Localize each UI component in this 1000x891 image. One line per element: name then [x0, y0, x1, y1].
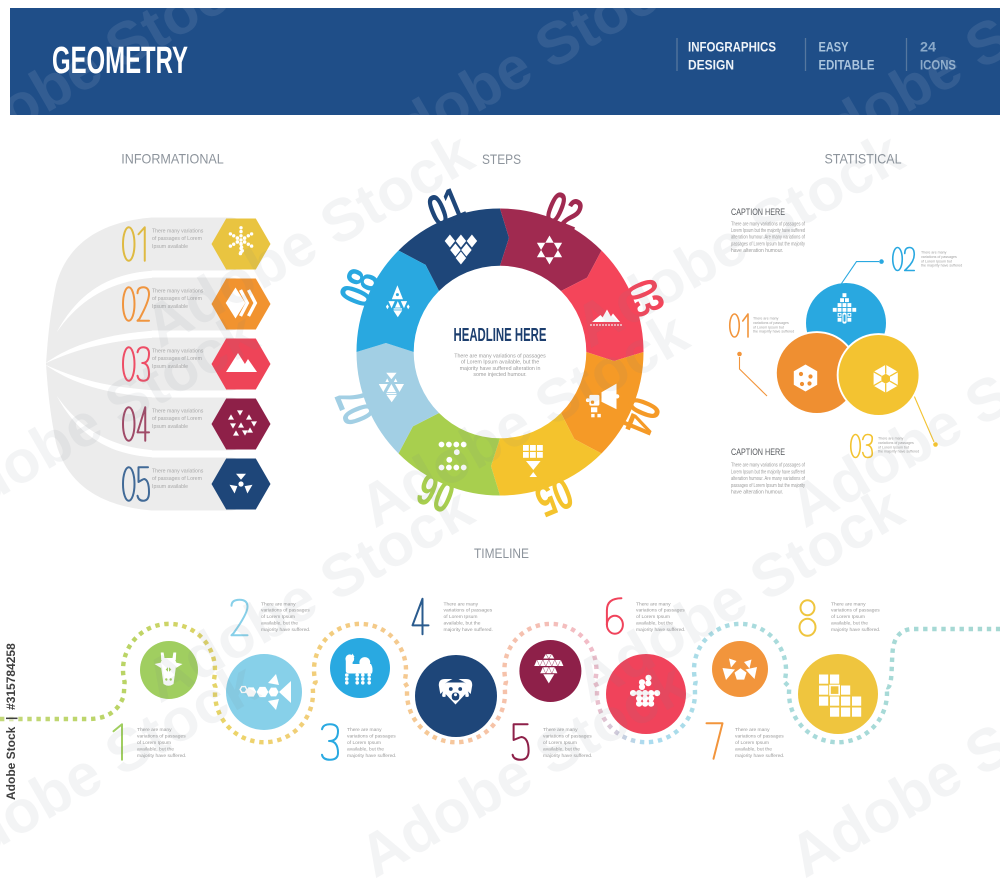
svg-text:variations of passages: variations of passages	[636, 608, 685, 614]
svg-text:of passages of Lorem: of passages of Lorem	[152, 236, 202, 242]
svg-text:majority have suffered.: majority have suffered.	[636, 627, 685, 633]
svg-text:majority have suffered.: majority have suffered.	[137, 753, 186, 759]
svg-text:the majority have suffered: the majority have suffered	[878, 450, 919, 454]
svg-text:variations of passages: variations of passages	[347, 734, 396, 740]
svg-text:There are many: There are many	[261, 601, 296, 607]
svg-text:have alteration humour.: have alteration humour.	[731, 248, 783, 254]
svg-text:variations of passages: variations of passages	[543, 734, 592, 740]
svg-text:variations of passages: variations of passages	[921, 255, 957, 259]
svg-text:majority have suffered alterat: majority have suffered alteration in	[460, 366, 541, 372]
svg-text:passages of Lorem Ipsum but th: passages of Lorem Ipsum but the majority	[731, 241, 805, 247]
svg-text:Ipsum available: Ipsum available	[152, 424, 188, 430]
svg-text:Ipsum available: Ipsum available	[152, 484, 188, 490]
svg-text:of Lorem Ipsum: of Lorem Ipsum	[261, 614, 295, 620]
svg-text:There are many: There are many	[636, 601, 671, 607]
svg-text:STATISTICAL: STATISTICAL	[825, 151, 902, 167]
svg-text:of passages of Lorem: of passages of Lorem	[152, 296, 202, 302]
svg-text:of Lorem Ipsum but: of Lorem Ipsum but	[921, 259, 952, 263]
svg-text:CAPTION HERE: CAPTION HERE	[731, 447, 785, 458]
svg-text:Ipsum available: Ipsum available	[152, 304, 188, 310]
svg-text:CAPTION HERE: CAPTION HERE	[731, 207, 785, 218]
svg-text:of Lorem Ipsum available, but: of Lorem Ipsum available, but the	[461, 360, 539, 366]
svg-text:have alteration humour.: have alteration humour.	[731, 490, 783, 496]
svg-text:There many variations: There many variations	[152, 289, 204, 295]
svg-text:the majority have suffered: the majority have suffered	[921, 264, 962, 268]
svg-text:majority have suffered.: majority have suffered.	[261, 627, 310, 633]
svg-text:of Lorem Ipsum: of Lorem Ipsum	[831, 614, 865, 620]
svg-text:variations of passages: variations of passages	[753, 321, 789, 325]
svg-text:There are many variations of p: There are many variations of passages	[454, 354, 546, 360]
svg-text:Ipsum available: Ipsum available	[152, 364, 188, 370]
svg-text:available, but the: available, but the	[543, 746, 580, 752]
svg-text:the majority have suffered: the majority have suffered	[753, 330, 794, 334]
svg-text:There many variations: There many variations	[152, 349, 204, 355]
svg-text:There are many: There are many	[753, 317, 779, 321]
svg-text:available, but the: available, but the	[735, 746, 772, 752]
svg-text:of passages of Lorem: of passages of Lorem	[152, 356, 202, 362]
svg-text:24: 24	[920, 40, 937, 55]
svg-text:of Lorem Ipsum: of Lorem Ipsum	[347, 740, 381, 746]
svg-text:There are many: There are many	[831, 601, 866, 607]
svg-text:EASY: EASY	[819, 40, 849, 55]
svg-text:variations of passages: variations of passages	[735, 734, 784, 740]
svg-text:variations of passages: variations of passages	[261, 608, 310, 614]
svg-text:majority have suffered.: majority have suffered.	[444, 627, 493, 633]
svg-text:of passages of Lorem: of passages of Lorem	[152, 476, 202, 482]
svg-text:of Lorem Ipsum: of Lorem Ipsum	[137, 740, 171, 746]
svg-text:majority have suffered.: majority have suffered.	[735, 753, 784, 759]
svg-text:variations of passages: variations of passages	[878, 441, 914, 445]
svg-text:There are many: There are many	[543, 727, 578, 733]
svg-text:variations of passages: variations of passages	[831, 608, 880, 614]
svg-text:available, but the: available, but the	[831, 621, 868, 627]
svg-text:There many variations: There many variations	[152, 229, 204, 235]
svg-text:STEPS: STEPS	[482, 151, 521, 167]
svg-text:majority have suffered.: majority have suffered.	[543, 753, 592, 759]
svg-text:There are many: There are many	[137, 727, 172, 733]
svg-text:Ipsum available: Ipsum available	[152, 244, 188, 250]
svg-text:available, but the: available, but the	[261, 621, 298, 627]
svg-text:There are many: There are many	[347, 727, 382, 733]
svg-text:DESIGN: DESIGN	[688, 58, 734, 73]
svg-text:There many variations: There many variations	[152, 409, 204, 415]
svg-text:variations of passages: variations of passages	[137, 734, 186, 740]
svg-text:Lorem Ipsum but the majority h: Lorem Ipsum but the majority have suffer…	[731, 228, 805, 234]
svg-text:There are many: There are many	[735, 727, 770, 733]
svg-text:of passages of Lorem: of passages of Lorem	[152, 416, 202, 422]
svg-text:majority have suffered.: majority have suffered.	[347, 753, 396, 759]
svg-text:available, but the: available, but the	[444, 621, 481, 627]
svg-text:of Lorem Ipsum: of Lorem Ipsum	[543, 740, 577, 746]
svg-text:of Lorem Ipsum: of Lorem Ipsum	[444, 614, 478, 620]
svg-text:some injected humour.: some injected humour.	[473, 372, 526, 378]
svg-text:alteration humour. Are many va: alteration humour. Are many variations o…	[731, 235, 805, 241]
svg-text:Lorem Ipsum but the majority h: Lorem Ipsum but the majority have suffer…	[731, 469, 805, 475]
svg-text:of Lorem Ipsum but: of Lorem Ipsum but	[753, 325, 784, 329]
svg-text:There are many: There are many	[921, 251, 947, 255]
svg-text:variations of passages: variations of passages	[444, 608, 493, 614]
svg-text:alteration humour. Are many va: alteration humour. Are many variations o…	[731, 476, 805, 482]
svg-text:available, but the: available, but the	[347, 746, 384, 752]
svg-text:available, but the: available, but the	[636, 621, 673, 627]
svg-text:INFORMATIONAL: INFORMATIONAL	[121, 150, 224, 166]
svg-text:of Lorem Ipsum: of Lorem Ipsum	[735, 740, 769, 746]
svg-text:INFOGRAPHICS: INFOGRAPHICS	[688, 40, 776, 55]
svg-text:There are many variations of p: There are many variations of passages of	[731, 463, 805, 469]
svg-text:There many variations: There many variations	[152, 469, 204, 475]
svg-text:of Lorem Ipsum but: of Lorem Ipsum but	[878, 445, 909, 449]
svg-text:GEOMETRY: GEOMETRY	[52, 40, 188, 82]
svg-text:There are many: There are many	[444, 601, 479, 607]
svg-text:passages of Lorem Ipsum but th: passages of Lorem Ipsum but the majority	[731, 483, 805, 489]
svg-text:of Lorem Ipsum: of Lorem Ipsum	[636, 614, 670, 620]
svg-text:HEADLINE HERE: HEADLINE HERE	[454, 324, 547, 345]
svg-text:TIMELINE: TIMELINE	[474, 545, 529, 561]
svg-text:majority have suffered.: majority have suffered.	[831, 627, 880, 633]
svg-text:There are many: There are many	[878, 437, 904, 441]
svg-text:EDITABLE: EDITABLE	[819, 58, 875, 73]
svg-text:ICONS: ICONS	[920, 58, 956, 73]
svg-text:There are many variations of p: There are many variations of passages of	[731, 222, 805, 228]
svg-text:available, but the: available, but the	[137, 746, 174, 752]
